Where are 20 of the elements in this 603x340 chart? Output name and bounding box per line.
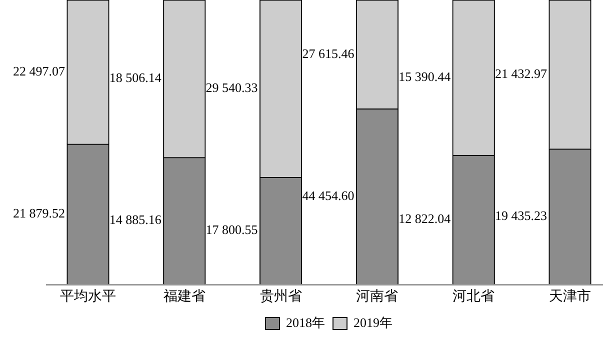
legend-label: 2018年 [286,314,325,330]
annotation: 17 800.55 [206,222,258,238]
annotation: 18 506.14 [109,70,162,86]
annotation: 19 435.23 [495,208,547,223]
x-tick-label: 福建省 [163,288,206,304]
annotation: 44 454.60 [302,188,354,203]
x-tick-label: 河南省 [356,288,398,304]
annotation: 21 432.97 [495,66,548,81]
x-tick-label: 贵州省 [260,288,302,304]
annotation: 29 540.33 [206,80,258,96]
annotation: 27 615.46 [302,46,355,61]
legend-label: 2019年 [354,314,392,330]
annotation: 12 822.04 [398,211,452,226]
x-tick-label: 平均水平 [60,288,116,304]
annotation: 21 879.52 [13,206,65,221]
annotation: 15 390.44 [398,69,452,84]
annotation: 22 497.07 [13,63,66,78]
x-tick-label: 河北省 [452,288,495,304]
x-tick-label: 天津市 [549,288,591,304]
annotation: 14 885.16 [109,212,162,228]
